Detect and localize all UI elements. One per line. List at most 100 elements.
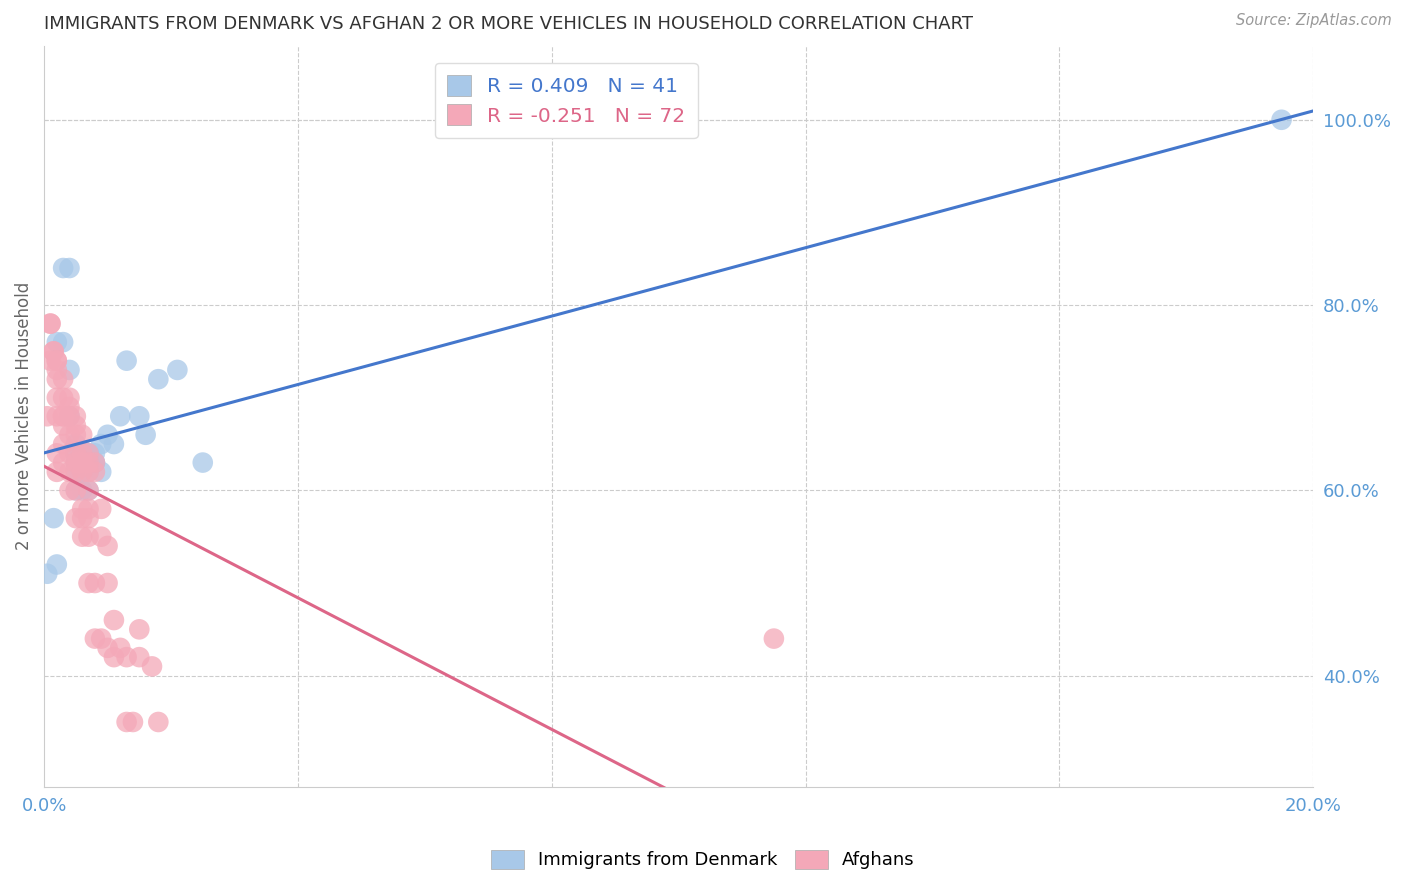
Point [65, 483, 87, 498]
Point [70, 483, 93, 498]
Point [77, 530, 100, 544]
Point [77, 456, 100, 470]
Point [52, 456, 75, 470]
Point [135, 427, 157, 442]
Point [52, 418, 75, 433]
Point [58, 409, 80, 424]
Point [39, 317, 62, 331]
Point [65, 446, 87, 460]
Point [65, 418, 87, 433]
Point [90, 530, 112, 544]
Point [52, 372, 75, 386]
Point [110, 409, 132, 424]
Point [65, 427, 87, 442]
Point [42, 344, 65, 359]
Point [191, 456, 214, 470]
Point [65, 511, 87, 525]
Point [70, 465, 93, 479]
Point [45, 363, 67, 377]
Point [45, 372, 67, 386]
Point [148, 714, 170, 729]
Point [128, 650, 150, 665]
Point [45, 353, 67, 368]
Point [103, 437, 125, 451]
Point [122, 714, 145, 729]
Point [97, 427, 120, 442]
Point [52, 437, 75, 451]
Text: IMMIGRANTS FROM DENMARK VS AFGHAN 2 OR MORE VEHICLES IN HOUSEHOLD CORRELATION CH: IMMIGRANTS FROM DENMARK VS AFGHAN 2 OR M… [44, 15, 973, 33]
Legend: R = 0.409   N = 41, R = -0.251   N = 72: R = 0.409 N = 41, R = -0.251 N = 72 [434, 63, 697, 137]
Point [83, 576, 105, 591]
Point [83, 456, 105, 470]
Point [42, 511, 65, 525]
Point [90, 632, 112, 646]
Point [115, 714, 138, 729]
Point [45, 446, 67, 460]
Point [83, 446, 105, 460]
Point [58, 446, 80, 460]
Point [70, 446, 93, 460]
Point [110, 640, 132, 655]
Point [70, 530, 93, 544]
Point [37, 409, 59, 424]
Point [83, 456, 105, 470]
Point [39, 317, 62, 331]
Point [90, 465, 112, 479]
Point [77, 511, 100, 525]
Point [70, 456, 93, 470]
Point [52, 260, 75, 275]
Point [58, 427, 80, 442]
Point [762, 632, 785, 646]
Point [58, 409, 80, 424]
Point [45, 409, 67, 424]
Point [70, 456, 93, 470]
Point [1270, 112, 1292, 127]
Point [45, 465, 67, 479]
Point [97, 576, 120, 591]
Point [42, 344, 65, 359]
Point [45, 391, 67, 405]
Point [58, 483, 80, 498]
Point [77, 446, 100, 460]
Point [39, 353, 62, 368]
Point [70, 502, 93, 516]
Point [65, 456, 87, 470]
Point [70, 511, 93, 525]
Point [58, 391, 80, 405]
Point [128, 623, 150, 637]
Point [103, 650, 125, 665]
Point [58, 260, 80, 275]
Point [45, 558, 67, 572]
Point [45, 353, 67, 368]
Point [166, 363, 188, 377]
Point [58, 465, 80, 479]
Point [141, 659, 163, 673]
Point [90, 437, 112, 451]
Point [65, 456, 87, 470]
Point [83, 632, 105, 646]
Point [58, 400, 80, 414]
Point [97, 640, 120, 655]
Point [115, 353, 138, 368]
Point [128, 409, 150, 424]
Point [77, 456, 100, 470]
Point [70, 465, 93, 479]
Point [65, 465, 87, 479]
Point [77, 483, 100, 498]
Point [65, 437, 87, 451]
Point [52, 409, 75, 424]
Point [52, 409, 75, 424]
Point [65, 446, 87, 460]
Point [70, 446, 93, 460]
Point [90, 502, 112, 516]
Point [58, 363, 80, 377]
Point [77, 576, 100, 591]
Point [70, 456, 93, 470]
Point [65, 409, 87, 424]
Point [37, 566, 59, 581]
Point [65, 483, 87, 498]
Point [77, 456, 100, 470]
Point [97, 539, 120, 553]
Point [65, 465, 87, 479]
Point [77, 502, 100, 516]
